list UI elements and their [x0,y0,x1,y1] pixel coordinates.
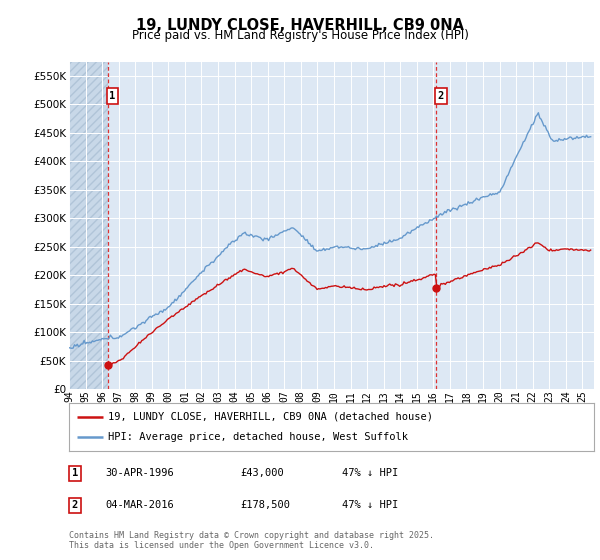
Text: 2: 2 [72,500,78,510]
Bar [69,62,107,389]
Text: £178,500: £178,500 [240,500,290,510]
Text: 04-MAR-2016: 04-MAR-2016 [105,500,174,510]
Text: 1: 1 [72,468,78,478]
Text: 47% ↓ HPI: 47% ↓ HPI [342,500,398,510]
Text: 2: 2 [438,91,444,101]
Text: Price paid vs. HM Land Registry's House Price Index (HPI): Price paid vs. HM Land Registry's House … [131,29,469,42]
Text: £43,000: £43,000 [240,468,284,478]
Text: HPI: Average price, detached house, West Suffolk: HPI: Average price, detached house, West… [109,432,409,442]
Text: 30-APR-1996: 30-APR-1996 [105,468,174,478]
Text: Contains HM Land Registry data © Crown copyright and database right 2025.
This d: Contains HM Land Registry data © Crown c… [69,530,434,550]
Text: 47% ↓ HPI: 47% ↓ HPI [342,468,398,478]
Text: 19, LUNDY CLOSE, HAVERHILL, CB9 0NA: 19, LUNDY CLOSE, HAVERHILL, CB9 0NA [136,18,464,33]
Text: 1: 1 [109,91,115,101]
Text: 19, LUNDY CLOSE, HAVERHILL, CB9 0NA (detached house): 19, LUNDY CLOSE, HAVERHILL, CB9 0NA (det… [109,412,433,422]
